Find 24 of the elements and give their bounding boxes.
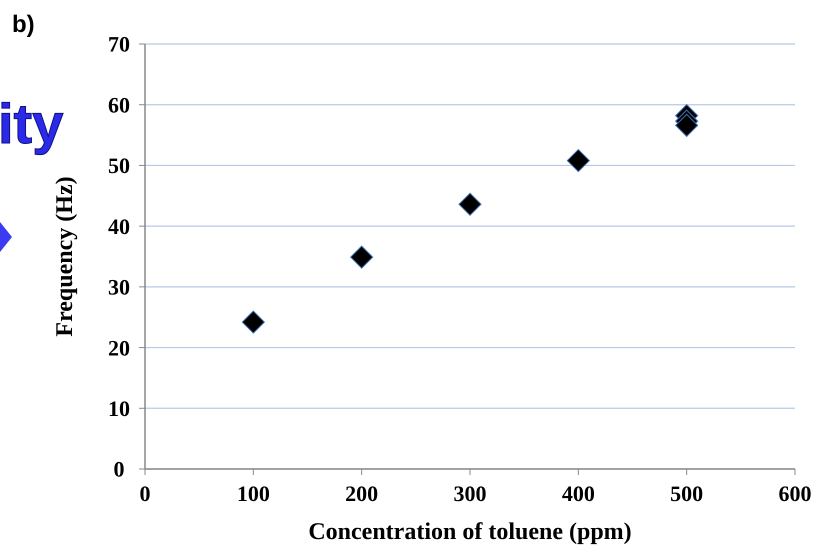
x-tick-label: 0 [140,481,150,506]
y-tick-label: 70 [108,32,130,57]
point [350,246,374,269]
y-axis-title: Frequency (Hz) [52,176,78,337]
text: b) [12,11,35,38]
x-tick-label: 200 [345,481,378,506]
x-tick-label: 600 [778,481,812,506]
y-tick-label: 0 [114,456,124,482]
x-tick-label: 100 [236,481,270,506]
point [242,310,265,334]
point [566,149,590,172]
point [675,114,698,137]
x-tick-label: 500 [670,481,704,506]
y-tick-label: 40 [108,214,130,239]
y-tick-label: 30 [108,274,130,300]
y-tick-label: 50 [108,153,130,178]
text: ity [0,92,64,155]
x-tick-label: 400 [562,481,595,506]
y-tick-label: 10 [108,396,130,421]
x-axis-title: Concentration of toluene (ppm) [308,519,632,545]
y-tick-label: 20 [108,335,130,360]
y-tick-label: 60 [108,92,130,118]
point [458,192,482,216]
x-tick-label: 300 [454,481,486,506]
